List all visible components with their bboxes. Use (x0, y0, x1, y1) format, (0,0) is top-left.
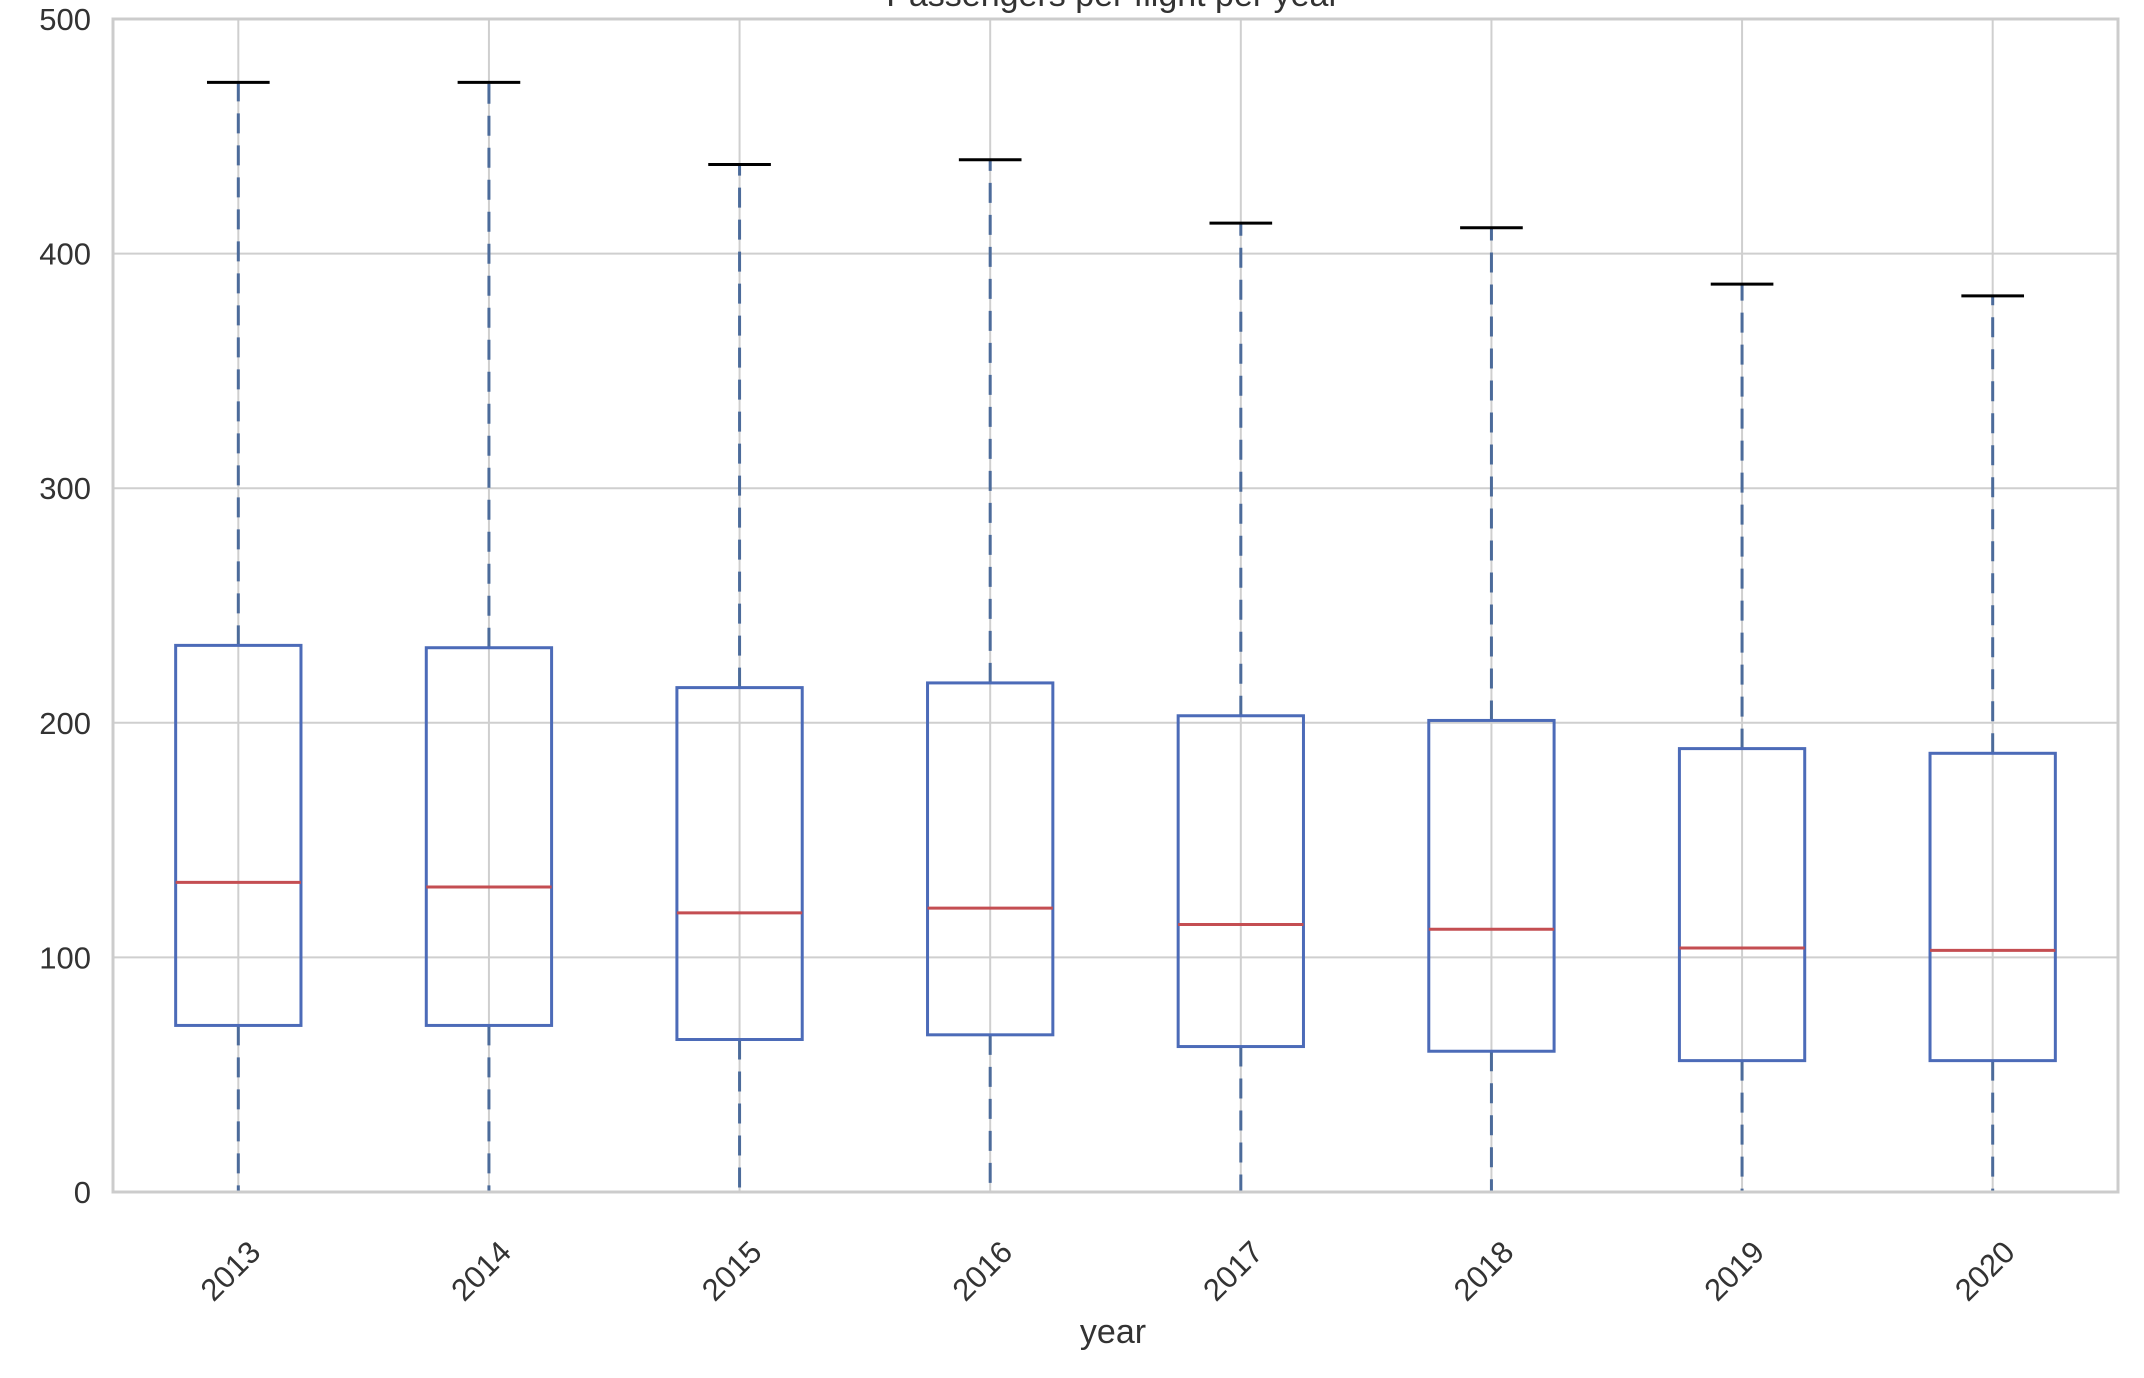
box-2017 (1176, 221, 1305, 1194)
y-axis-ticks: 0 100 200 300 400 500 (39, 2, 91, 1210)
box-2019 (1677, 282, 1807, 1194)
box-2020 (1928, 294, 2057, 1194)
box-iqr (675, 686, 804, 1042)
box-2016 (926, 158, 1055, 1194)
x-axis-label: year (1080, 1313, 1146, 1351)
y-tick-label: 0 (74, 1175, 91, 1210)
box-iqr (424, 646, 554, 1027)
box-iqr (1928, 751, 2057, 1063)
box-iqr (926, 681, 1055, 1037)
y-tick-label: 400 (39, 237, 91, 272)
box-iqr (1176, 714, 1305, 1049)
box-iqr (1427, 718, 1556, 1053)
chart-title: Passengers per flight per year (886, 0, 1340, 14)
box-iqr (174, 643, 303, 1027)
y-tick-label: 200 (39, 706, 91, 741)
y-tick-label: 300 (39, 471, 91, 506)
y-tick-label: 100 (39, 940, 91, 975)
y-tick-label: 500 (39, 2, 91, 37)
plot-frame (111, 17, 2120, 1194)
box-iqr (1677, 747, 1807, 1063)
plot-background (113, 19, 2118, 1192)
boxes (174, 80, 2057, 1194)
grid (113, 18, 2118, 1193)
box-2013 (174, 80, 303, 1194)
